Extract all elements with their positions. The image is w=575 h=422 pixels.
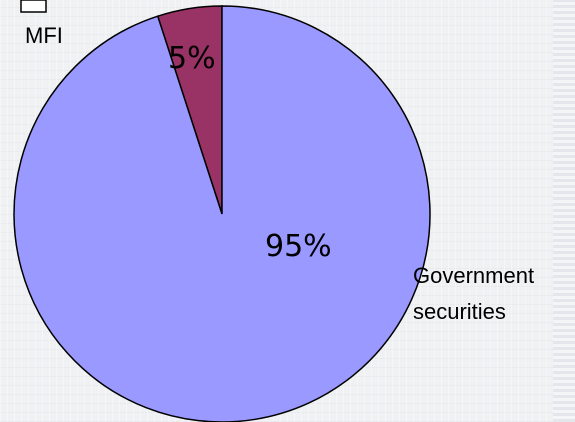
pie-chart: MFI Government securities 5% 95% [13,0,540,422]
data-label-mfi: 5% [168,41,216,76]
category-label-government-securities: Government securities [413,263,540,324]
pie-slices [13,5,431,422]
category-label-mfi: MFI [25,23,63,48]
pie-slice-government-securities [13,5,431,422]
slide-edge [553,0,575,422]
data-label-government-securities: 95% [265,229,332,264]
frame-fragment [20,0,47,13]
